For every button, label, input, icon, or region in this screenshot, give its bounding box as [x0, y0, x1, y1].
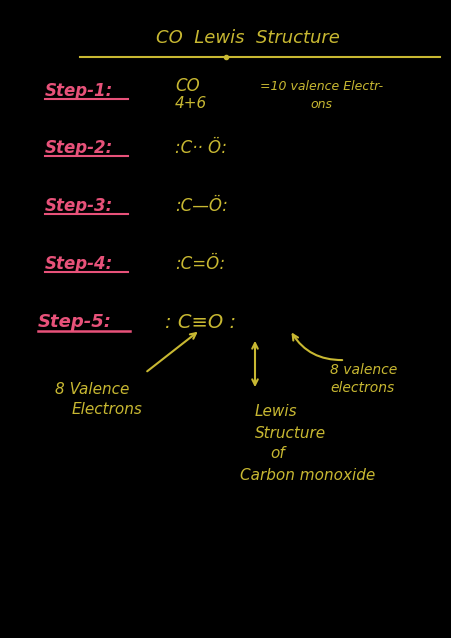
Text: :C—Ö:: :C—Ö: [175, 197, 227, 215]
Text: Step-5:: Step-5: [38, 313, 112, 331]
Text: CO  Lewis  Structure: CO Lewis Structure [156, 29, 339, 47]
Text: Lewis: Lewis [254, 404, 297, 420]
Text: 8 Valence: 8 Valence [55, 383, 129, 397]
Text: Step-3:: Step-3: [45, 197, 113, 215]
Text: of: of [269, 445, 284, 461]
Text: :C=Ö:: :C=Ö: [175, 255, 225, 273]
Text: Step-2:: Step-2: [45, 139, 113, 157]
Text: electrons: electrons [329, 381, 393, 395]
Text: =10 valence Electr-: =10 valence Electr- [259, 80, 382, 93]
Text: ons: ons [309, 98, 331, 110]
Text: Step-4:: Step-4: [45, 255, 113, 273]
Text: 4+6: 4+6 [175, 96, 207, 112]
Text: Structure: Structure [254, 426, 326, 440]
Text: CO: CO [175, 77, 199, 95]
Text: :C·· Ö:: :C·· Ö: [175, 139, 226, 157]
Text: Carbon monoxide: Carbon monoxide [239, 468, 374, 484]
Text: 8 valence: 8 valence [329, 363, 396, 377]
Text: Step-1:: Step-1: [45, 82, 113, 100]
Text: : C≡O :: : C≡O : [165, 313, 235, 332]
Text: Electrons: Electrons [72, 403, 143, 417]
